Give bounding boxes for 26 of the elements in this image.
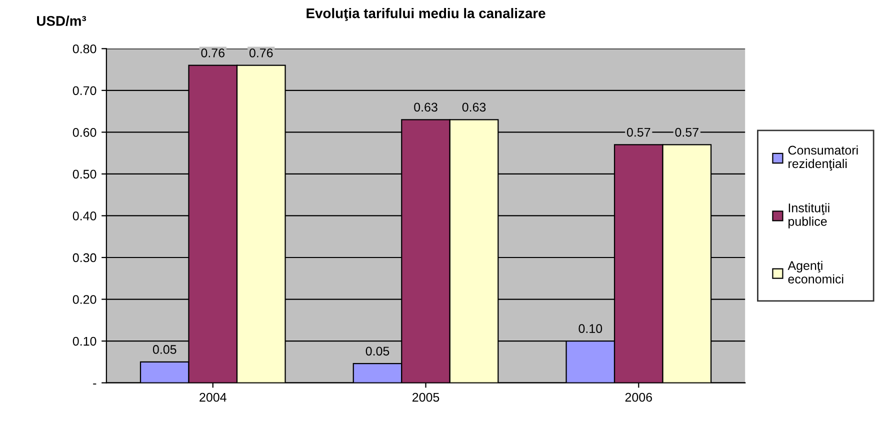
y-tick-label: 0.60 <box>72 128 96 137</box>
data-label: 0.63 <box>462 102 486 112</box>
data-label: 0.05 <box>152 345 176 354</box>
data-label: 0.63 <box>414 102 438 112</box>
x-tick-label: 2006 <box>625 392 652 402</box>
y-tick-label: 0.20 <box>72 295 96 304</box>
data-label: 0.10 <box>578 324 602 334</box>
data-label: 0.05 <box>366 346 390 356</box>
legend-label: Consumatori rezidenţiali <box>788 145 858 171</box>
y-tick-label: - <box>93 384 96 385</box>
y-tick-label: 0.10 <box>72 336 96 346</box>
data-label: 0.76 <box>249 48 273 58</box>
y-tick-label: 0.30 <box>72 253 96 262</box>
data-label: 0.57 <box>675 128 698 137</box>
legend-label: Instituţii publice <box>788 203 830 228</box>
legend-label: Agenţi economici <box>788 260 844 284</box>
y-axis-title: USD/m³ <box>37 16 86 26</box>
x-tick-label: 2004 <box>200 392 226 402</box>
data-label: 0.76 <box>201 48 224 58</box>
y-tick-label: 0.50 <box>72 170 96 179</box>
chart-title: Evoluţia tarifului mediu la canalizare <box>306 8 546 21</box>
x-tick-label: 2005 <box>412 392 440 402</box>
data-label: 0.57 <box>626 128 650 137</box>
y-tick-label: 0.40 <box>72 212 96 220</box>
y-tick-label: 0.80 <box>72 44 96 54</box>
y-tick-label: 0.70 <box>72 86 96 96</box>
